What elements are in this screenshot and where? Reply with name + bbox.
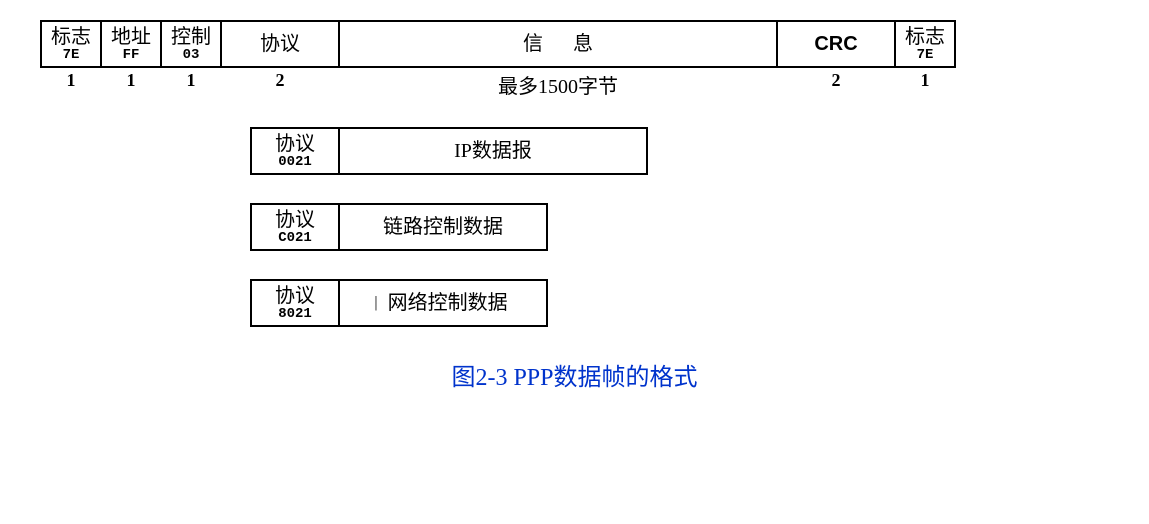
cell-label: 信息 bbox=[493, 33, 623, 55]
bytes-label: 1 bbox=[894, 70, 956, 99]
frame-cell-6: 标志7E bbox=[894, 20, 956, 68]
protocol-cell: 协议C021 bbox=[250, 203, 340, 251]
frame-cell-5: CRC bbox=[776, 20, 896, 68]
payload-label: 链路控制数据 bbox=[383, 216, 503, 238]
frame-cell-1: 地址FF bbox=[100, 20, 162, 68]
cell-label: CRC bbox=[814, 33, 857, 55]
protocol-code: 8021 bbox=[278, 307, 312, 321]
bytes-row: 1112最多1500字节21 bbox=[40, 70, 1109, 99]
frame-cell-2: 控制03 bbox=[160, 20, 222, 68]
bytes-label: 2 bbox=[776, 70, 896, 99]
cell-label: 地址 bbox=[111, 26, 151, 48]
payload-cell: | 网络控制数据 bbox=[338, 279, 548, 327]
protocol-sub-row-0: 协议0021 IP数据报 bbox=[250, 127, 1109, 175]
payload-cell: IP数据报 bbox=[338, 127, 648, 175]
payload-label: IP数据报 bbox=[454, 140, 532, 162]
cell-sub: FF bbox=[123, 48, 140, 62]
protocol-sub-row-1: 协议C021 链路控制数据 bbox=[250, 203, 1109, 251]
protocol-cell: 协议8021 bbox=[250, 279, 340, 327]
small-divider: | bbox=[374, 294, 377, 312]
frame-cell-3: 协议 bbox=[220, 20, 340, 68]
payload-cell: 链路控制数据 bbox=[338, 203, 548, 251]
cell-sub: 7E bbox=[63, 48, 80, 62]
protocol-label: 协议 bbox=[275, 133, 315, 155]
bytes-label: 1 bbox=[100, 70, 162, 99]
cell-sub: 03 bbox=[183, 48, 200, 62]
bytes-label: 最多1500字节 bbox=[338, 70, 778, 99]
payload-label: 网络控制数据 bbox=[388, 292, 508, 314]
bytes-label: 1 bbox=[40, 70, 102, 99]
bytes-label: 1 bbox=[160, 70, 222, 99]
frame-cell-4: 信息 bbox=[338, 20, 778, 68]
protocol-sub-row-2: 协议8021 | 网络控制数据 bbox=[250, 279, 1109, 327]
cell-label: 标志 bbox=[905, 26, 945, 48]
frame-cell-0: 标志7E bbox=[40, 20, 102, 68]
protocol-cell: 协议0021 bbox=[250, 127, 340, 175]
ppp-frame-row: 标志7E地址FF控制03协议信息CRC标志7E bbox=[40, 20, 1109, 68]
cell-label: 控制 bbox=[171, 26, 211, 48]
protocol-code: C021 bbox=[278, 231, 312, 245]
cell-sub: 7E bbox=[917, 48, 934, 62]
figure-caption: 图2-3 PPP数据帧的格式 bbox=[40, 357, 1109, 392]
protocol-label: 协议 bbox=[275, 209, 315, 231]
cell-label: 标志 bbox=[51, 26, 91, 48]
protocol-label: 协议 bbox=[275, 285, 315, 307]
protocol-code: 0021 bbox=[278, 155, 312, 169]
cell-label: 协议 bbox=[260, 33, 300, 55]
bytes-label: 2 bbox=[220, 70, 340, 99]
